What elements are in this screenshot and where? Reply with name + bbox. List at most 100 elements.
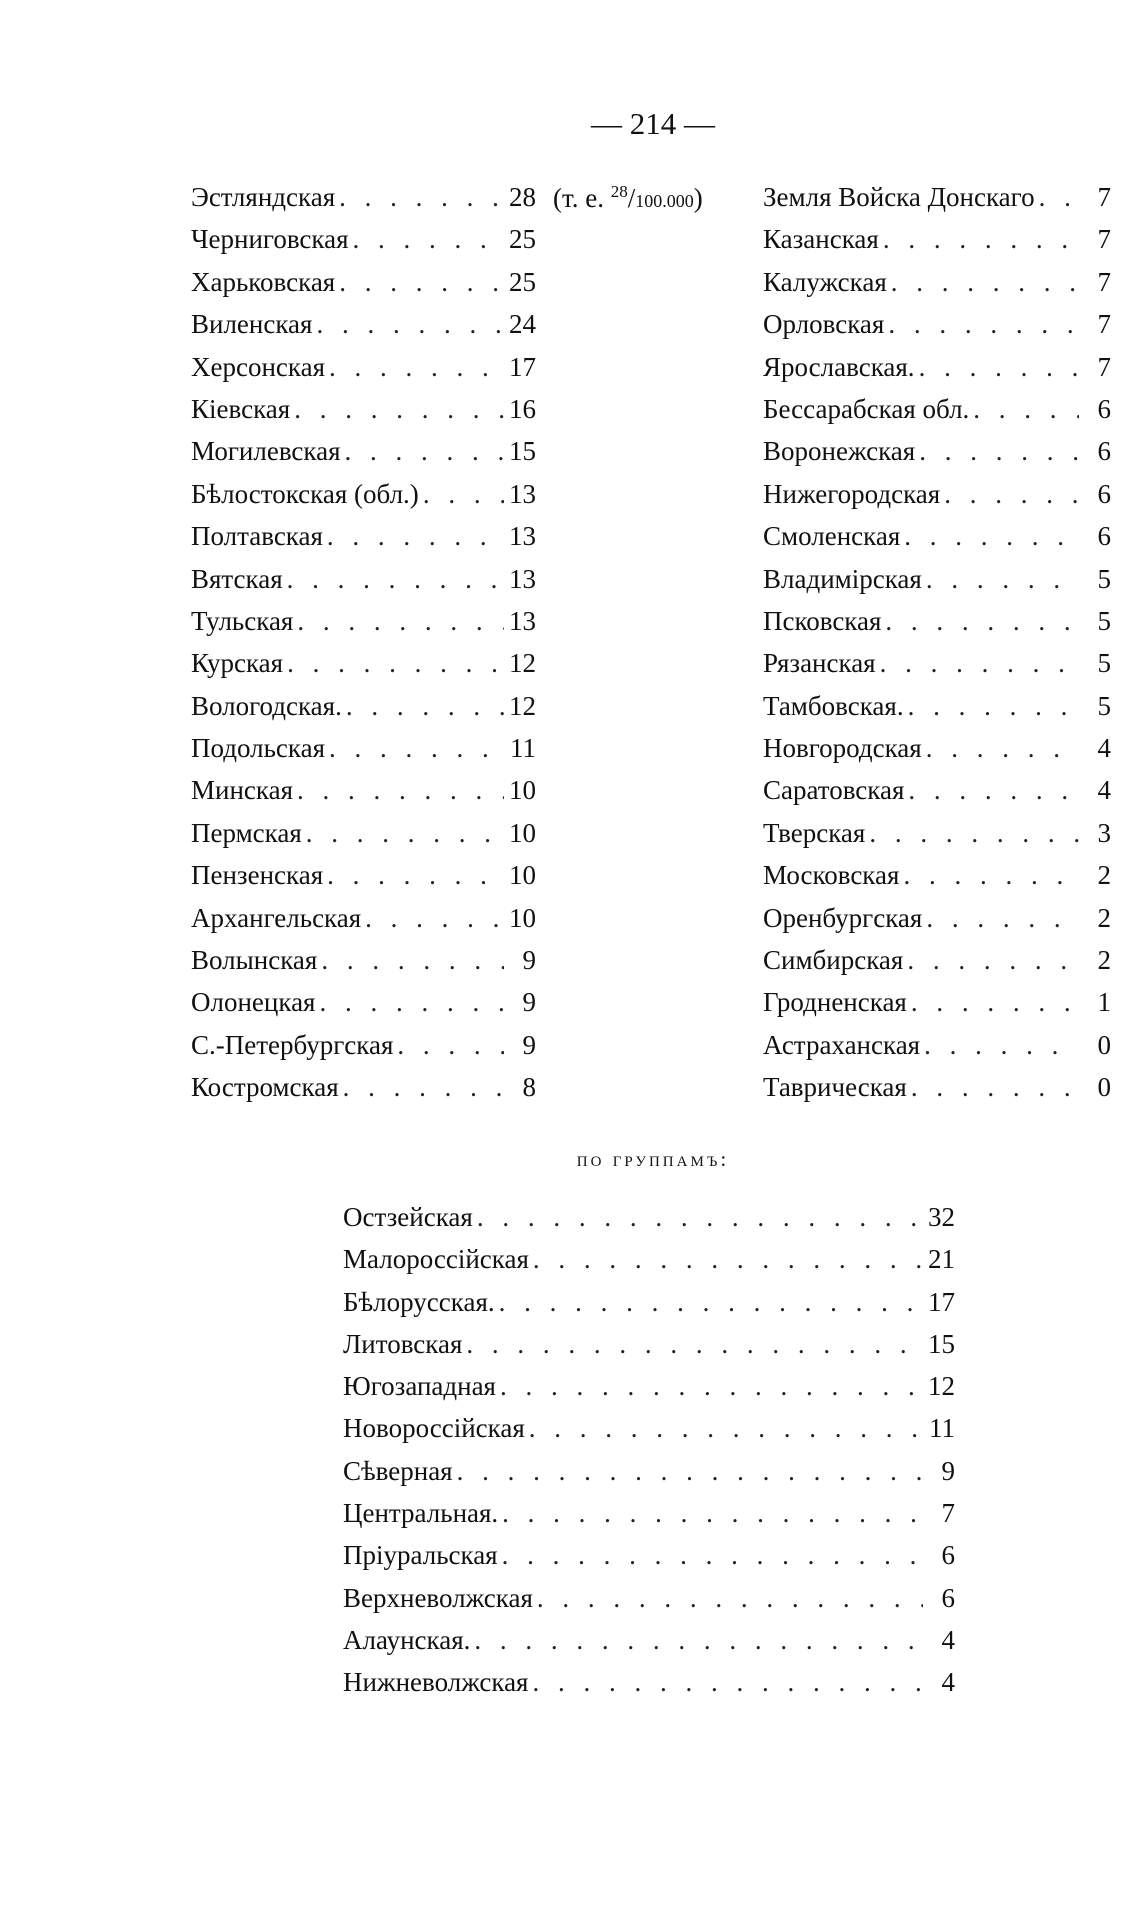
dot-leader bbox=[287, 564, 504, 595]
entry-value: 2 bbox=[1097, 902, 1112, 933]
entry-value: 15 bbox=[928, 1328, 955, 1359]
entry-name: Новороссійская bbox=[343, 1413, 525, 1444]
entry-value: 12 bbox=[509, 648, 536, 679]
dot-leader bbox=[883, 224, 1079, 255]
province-row: Астраханская 0 bbox=[763, 1030, 1111, 1072]
dot-leader bbox=[885, 606, 1079, 637]
entry-name: Черниговская bbox=[191, 224, 349, 255]
entry-name: Оренбургская bbox=[763, 902, 923, 933]
entry-value: 6 bbox=[1097, 393, 1112, 424]
entry-name: Пензенская bbox=[191, 860, 324, 891]
group-row: Югозападная 12 bbox=[343, 1371, 955, 1413]
province-row: Полтавская 13 bbox=[191, 521, 536, 563]
dot-leader bbox=[919, 352, 1079, 383]
entry-name: Псковская bbox=[763, 605, 882, 636]
entry-value: 25 bbox=[509, 266, 536, 297]
entry-value: 4 bbox=[941, 1667, 956, 1698]
dot-leader bbox=[423, 479, 504, 510]
entry-value: 21 bbox=[928, 1244, 955, 1275]
entry-name: Новгородская bbox=[763, 733, 922, 764]
groups-list: Остзейская 32 Малороссійская 21 Бѣлорусская.… bbox=[343, 1202, 955, 1710]
entry-value: 6 bbox=[941, 1582, 956, 1613]
entry-name: Земля Войска Донскаго bbox=[763, 182, 1035, 212]
entry-value: 28 bbox=[509, 182, 536, 212]
entry-value: 7 bbox=[1097, 182, 1112, 212]
entry-name: Бѣлорусская. bbox=[343, 1286, 495, 1317]
entry-name: Центральная. bbox=[343, 1498, 499, 1529]
left-column: Эстляндская28(т. е. 28/100.000)Черниговс… bbox=[191, 182, 703, 1115]
entry-name: Орловская bbox=[763, 309, 885, 340]
entry-value: 17 bbox=[509, 351, 536, 382]
group-row: Верхневолжская 6 bbox=[343, 1583, 955, 1625]
province-row: Пермская 10 bbox=[191, 818, 536, 860]
entry-value: 13 bbox=[509, 478, 536, 509]
group-row: Остзейская 32 bbox=[343, 1202, 955, 1244]
province-row: Тульская 13 bbox=[191, 606, 536, 648]
entry-name: Московская bbox=[763, 860, 900, 891]
entry-name: Бѣлостокская (обл.) bbox=[191, 478, 419, 509]
province-row: Рязанская 5 bbox=[763, 648, 1111, 690]
entry-name: Тверская bbox=[763, 817, 866, 848]
province-row: Кіевская 16 bbox=[191, 394, 536, 436]
province-row: Московская 2 bbox=[763, 860, 1111, 902]
province-row: Олонецкая 9 bbox=[191, 987, 536, 1029]
dot-leader bbox=[891, 267, 1079, 298]
dot-leader bbox=[904, 521, 1079, 552]
province-row: Ярославская. 7 bbox=[763, 352, 1111, 394]
ratio-note: (т. е. 28/100.000) bbox=[553, 182, 703, 213]
province-row: Вятская 13 bbox=[191, 564, 536, 606]
dot-leader bbox=[327, 521, 504, 552]
entry-value: 24 bbox=[509, 309, 536, 340]
group-row: Алаунская. 4 bbox=[343, 1625, 955, 1667]
dot-leader bbox=[907, 945, 1079, 976]
entry-name: Костромская bbox=[191, 1072, 339, 1103]
province-row: Бѣлостокская (обл.) 13 bbox=[191, 479, 536, 521]
entry-value: 7 bbox=[1097, 224, 1112, 255]
dot-leader bbox=[926, 564, 1079, 595]
entry-value: 32 bbox=[928, 1202, 955, 1232]
entry-value: 0 bbox=[1097, 1072, 1112, 1103]
province-row: Воронежская 6 bbox=[763, 436, 1111, 478]
group-row: Малороссійская 21 bbox=[343, 1244, 955, 1286]
entry-value: 6 bbox=[1097, 436, 1112, 467]
entry-value: 1 bbox=[1097, 987, 1112, 1018]
entry-value: 6 bbox=[941, 1540, 956, 1571]
province-row: Тамбовская. 5 bbox=[763, 691, 1111, 733]
entry-name: Волынская bbox=[191, 945, 318, 976]
entry-value: 9 bbox=[522, 1029, 537, 1060]
entry-name: Полтавская bbox=[191, 521, 323, 552]
group-row: Сѣверная 9 bbox=[343, 1456, 955, 1498]
dot-leader bbox=[888, 309, 1079, 340]
province-row: Херсонская 17 bbox=[191, 352, 536, 394]
entry-name: Вологодская. bbox=[191, 690, 342, 721]
entry-name: Минская bbox=[191, 775, 294, 806]
dot-leader bbox=[973, 394, 1079, 425]
entry-value: 10 bbox=[509, 860, 536, 891]
dot-leader bbox=[869, 818, 1079, 849]
dot-leader bbox=[903, 860, 1079, 891]
dot-leader bbox=[926, 903, 1079, 934]
entry-name: Бессарабская обл. bbox=[763, 393, 970, 424]
province-row: Смоленская 6 bbox=[763, 521, 1111, 563]
entry-value: 13 bbox=[509, 563, 536, 594]
province-row: Симбирская 2 bbox=[763, 945, 1111, 987]
entry-value: 2 bbox=[1097, 860, 1112, 891]
dot-leader bbox=[924, 1030, 1079, 1061]
dot-leader bbox=[502, 1540, 923, 1571]
entry-value: 13 bbox=[509, 605, 536, 636]
page-number: — 214 — bbox=[591, 106, 715, 141]
dot-leader bbox=[911, 1072, 1079, 1103]
entry-name: Вятская bbox=[191, 563, 283, 594]
dot-leader bbox=[321, 945, 504, 976]
entry-name: Харьковская bbox=[191, 266, 336, 297]
dot-leader bbox=[926, 733, 1079, 764]
entry-name: Калужская bbox=[763, 266, 887, 297]
province-row: Подольская 11 bbox=[191, 733, 536, 775]
entry-name: Воронежская bbox=[763, 436, 916, 467]
group-row: Центральная. 7 bbox=[343, 1498, 955, 1540]
dot-leader bbox=[297, 775, 504, 806]
province-row: Таврическая 0 bbox=[763, 1072, 1111, 1114]
group-row: Новороссійская 11 bbox=[343, 1413, 955, 1455]
entry-value: 9 bbox=[522, 987, 537, 1018]
dot-leader bbox=[343, 1072, 504, 1103]
